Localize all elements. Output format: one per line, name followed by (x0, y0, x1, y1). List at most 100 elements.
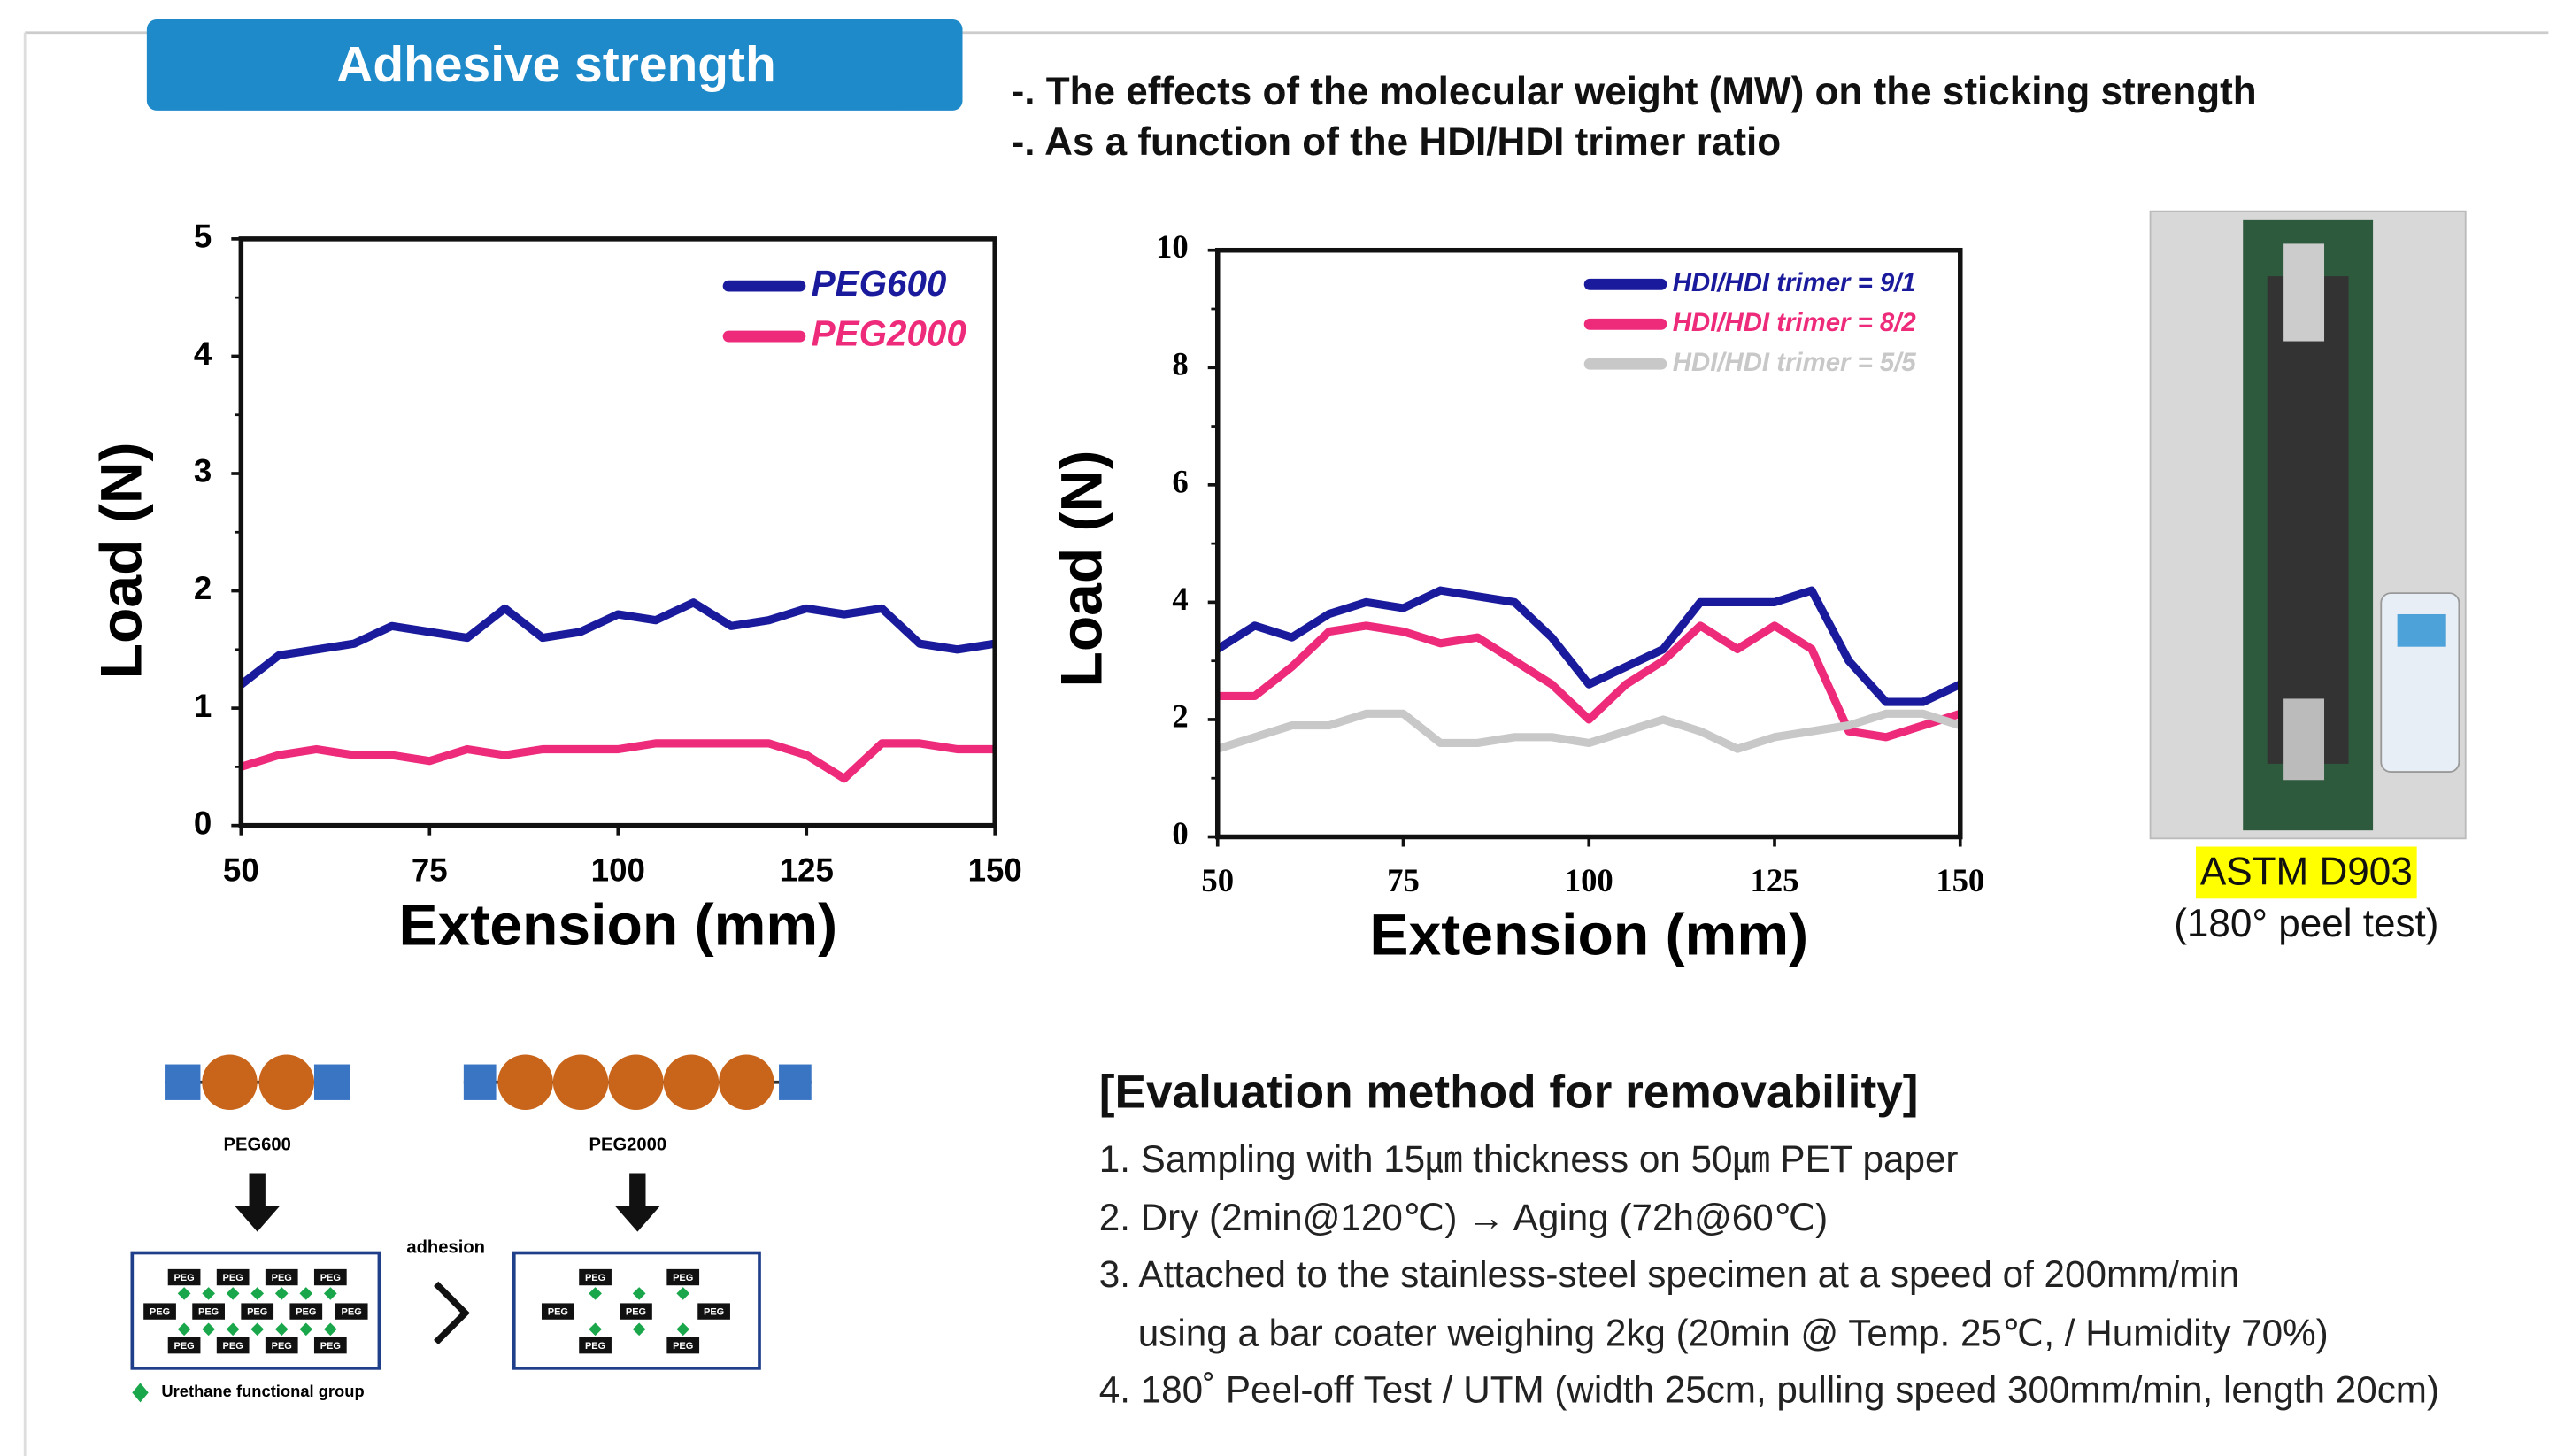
peg-label: PEG (296, 1306, 316, 1317)
peg-label: PEG (673, 1341, 693, 1352)
urethane-group (632, 1322, 646, 1337)
peg-label: PEG (342, 1306, 362, 1317)
y-tick-label: 5 (194, 219, 212, 255)
urethane-group (250, 1287, 265, 1300)
photo-caption: (180° peel test) (2174, 902, 2438, 945)
x-tick-label: 125 (1750, 862, 1798, 898)
x-tick-label: 50 (1201, 862, 1234, 898)
urethane-group (589, 1322, 602, 1337)
peg-block (289, 1303, 323, 1320)
header-title: Adhesive strength (336, 36, 775, 93)
data-line (238, 598, 996, 689)
y-tick-label: 2 (194, 570, 212, 606)
y-tick-label: 1 (194, 688, 212, 724)
peg-label: PEG (704, 1306, 724, 1317)
y-tick-label: 4 (1172, 581, 1188, 617)
peg-label: PEG (173, 1273, 194, 1283)
peg-block (265, 1268, 298, 1286)
y-tick-label: 0 (194, 805, 212, 841)
peg-block (167, 1268, 201, 1286)
urethane-group (323, 1322, 337, 1337)
urethane-group (632, 1287, 646, 1300)
header-banner (146, 19, 963, 111)
x-axis-label: Extension (mm) (398, 893, 837, 959)
peg-block (143, 1303, 176, 1320)
y-tick-label: 6 (1172, 463, 1188, 499)
data-line (1217, 621, 1962, 742)
legend-label: HDI/HDI trimer = 8/2 (1673, 308, 1917, 337)
peg-label: PEG (673, 1273, 693, 1283)
peg-block (167, 1337, 201, 1354)
urethane-group (177, 1322, 191, 1337)
method-line: 4. 180˚ Peel-off Test / UTM (width 25cm,… (1099, 1369, 2439, 1411)
y-tick-label: 10 (1156, 228, 1189, 265)
peg-block (265, 1337, 298, 1354)
y-axis-label: Load (N) (1049, 451, 1114, 688)
peg-block (192, 1303, 225, 1320)
chain-label: PEG600 (224, 1136, 291, 1155)
bullet: -. As a function of the HDI/HDI trimer r… (1012, 120, 1782, 164)
peg-label: PEG (150, 1306, 170, 1317)
peg-block (541, 1303, 574, 1320)
peg-label: PEG (272, 1273, 292, 1283)
y-tick-label: 2 (1172, 697, 1188, 734)
y-axis-label: Load (N) (89, 442, 154, 679)
urethane-group (676, 1287, 690, 1300)
highlight (2195, 846, 2417, 899)
peg-label: PEG (548, 1306, 568, 1317)
urethane-group (589, 1287, 602, 1300)
x-tick-label: 125 (780, 852, 834, 889)
diagram-legend: Urethane functional group (161, 1382, 364, 1400)
peg-label: PEG (173, 1341, 194, 1352)
x-axis-label: Extension (mm) (1369, 903, 1808, 968)
x-tick-label: 150 (1936, 862, 1984, 898)
plot-frame (1214, 247, 1963, 840)
legend-label: HDI/HDI trimer = 5/5 (1673, 348, 1917, 377)
urethane-group (676, 1322, 690, 1337)
y-tick-label: 8 (1172, 346, 1188, 382)
urethane-group (202, 1322, 215, 1337)
data-line (239, 739, 996, 783)
plot-frame (238, 236, 997, 828)
peg-label: PEG (320, 1341, 341, 1352)
x-tick-label: 75 (412, 852, 448, 889)
peg-block (620, 1303, 652, 1320)
peg-label: PEG (272, 1341, 292, 1352)
y-tick-label: 0 (1172, 815, 1188, 851)
x-tick-label: 50 (223, 852, 259, 889)
peg-block (241, 1303, 274, 1320)
peg-label: PEG (247, 1306, 267, 1317)
legend-label: PEG2000 (812, 313, 967, 354)
method-line: 2. Dry (2min@120℃) → Aging (72h@60℃) (1099, 1197, 1829, 1238)
peg-block (313, 1268, 347, 1286)
peg-label: PEG (626, 1306, 646, 1317)
urethane-group (177, 1287, 191, 1300)
peg-block (216, 1268, 250, 1286)
legend-label: PEG600 (812, 263, 947, 304)
method-line: 1. Sampling with 15㎛ thickness on 50㎛ PE… (1099, 1138, 1959, 1181)
bullet: -. The effects of the molecular weight (… (1012, 70, 2257, 113)
y-tick-label: 4 (194, 335, 212, 372)
x-tick-label: 75 (1387, 862, 1420, 898)
x-tick-label: 100 (1565, 862, 1613, 898)
peg-label: PEG (320, 1273, 341, 1283)
method-line: 3. Attached to the stainless-steel speci… (1099, 1253, 2239, 1295)
method-title: [Evaluation method for removability] (1099, 1066, 1919, 1118)
data-line (1216, 709, 1962, 753)
urethane-group (299, 1322, 313, 1337)
x-tick-label: 100 (591, 852, 645, 889)
peg-block (697, 1303, 730, 1320)
data-line (1215, 586, 1962, 706)
peg-block (666, 1337, 700, 1354)
photo-label: ASTM D903 (2200, 850, 2413, 893)
photo (2149, 210, 2467, 840)
peg-block (216, 1337, 250, 1354)
chain-label: PEG2000 (589, 1136, 667, 1155)
peg-block (579, 1268, 612, 1286)
peg-label: PEG (223, 1341, 243, 1352)
peg-block (666, 1268, 700, 1286)
x-tick-label: 150 (968, 852, 1022, 889)
urethane-group (226, 1322, 240, 1337)
